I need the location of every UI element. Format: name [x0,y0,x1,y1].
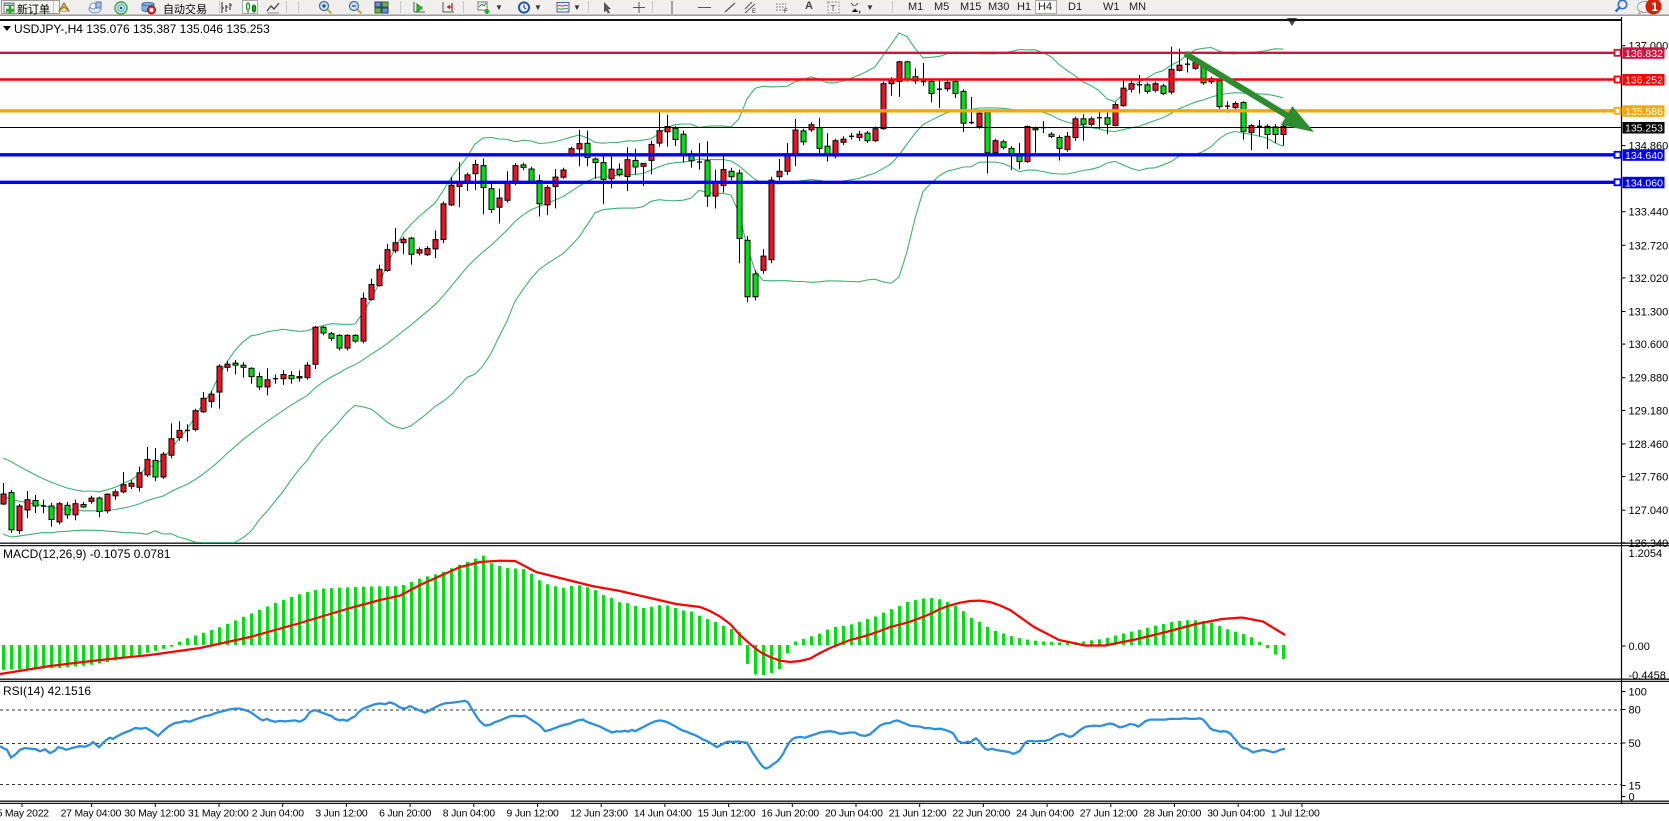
svg-text:132.720: 132.720 [1629,240,1669,252]
svg-text:6 Jun 20:00: 6 Jun 20:00 [379,809,432,820]
svg-text:9 Jun 12:00: 9 Jun 12:00 [507,809,560,820]
svg-text:20 Jun 04:00: 20 Jun 04:00 [825,809,883,820]
svg-text:16 Jun 20:00: 16 Jun 20:00 [761,809,819,820]
svg-text:T: T [831,4,836,13]
svg-text:8 Jun 04:00: 8 Jun 04:00 [443,809,496,820]
svg-text:129.180: 129.180 [1629,405,1669,417]
svg-text:25 May 2022: 25 May 2022 [0,809,49,820]
svg-text:80: 80 [1629,705,1641,717]
svg-text:24 Jun 04:00: 24 Jun 04:00 [1016,809,1074,820]
svg-text:31 May 20:00: 31 May 20:00 [188,809,249,820]
svg-text:100: 100 [1629,687,1647,699]
svg-text:12 Jun 23:00: 12 Jun 23:00 [570,809,628,820]
svg-text:21 Jun 12:00: 21 Jun 12:00 [889,809,947,820]
svg-text:1.2054: 1.2054 [1629,548,1663,560]
svg-text:E: E [752,9,756,15]
svg-text:127.040: 127.040 [1629,505,1669,517]
svg-text:130.600: 130.600 [1629,339,1669,351]
svg-text:133.440: 133.440 [1629,207,1669,219]
svg-text:30 Jun 04:00: 30 Jun 04:00 [1207,809,1265,820]
svg-text:30 May 12:00: 30 May 12:00 [124,809,185,820]
svg-text:1 Jul 12:00: 1 Jul 12:00 [1271,809,1320,820]
svg-text:27 May 04:00: 27 May 04:00 [61,809,122,820]
svg-text:131.300: 131.300 [1629,307,1669,319]
svg-text:135.586: 135.586 [1625,106,1663,118]
svg-text:-0.4458: -0.4458 [1629,670,1666,682]
svg-text:127.760: 127.760 [1629,472,1669,484]
svg-text:135.253: 135.253 [1625,123,1663,135]
svg-text:2 Jun 04:00: 2 Jun 04:00 [252,809,305,820]
svg-text:F: F [784,9,788,15]
svg-text:15: 15 [1629,781,1641,793]
svg-text:132.020: 132.020 [1629,273,1669,285]
svg-text:15 Jun 12:00: 15 Jun 12:00 [698,809,756,820]
svg-text:27 Jun 12:00: 27 Jun 12:00 [1080,809,1138,820]
svg-text:1: 1 [1651,0,1658,14]
svg-text:136.252: 136.252 [1625,75,1663,87]
svg-text:14 Jun 04:00: 14 Jun 04:00 [634,809,692,820]
svg-text:22 Jun 20:00: 22 Jun 20:00 [952,809,1010,820]
svg-text:134.060: 134.060 [1625,177,1663,189]
svg-text:134.640: 134.640 [1625,150,1663,162]
svg-text:3 Jun 12:00: 3 Jun 12:00 [315,809,368,820]
svg-text:0: 0 [1629,792,1635,804]
svg-text:RSI(14) 42.1516: RSI(14) 42.1516 [3,684,91,698]
svg-text:USDJPY-,H4 135.076 135.387 13: USDJPY-,H4 135.076 135.387 135.046 135.2… [14,22,270,36]
svg-text:28 Jun 20:00: 28 Jun 20:00 [1144,809,1202,820]
svg-text:50: 50 [1629,738,1641,750]
svg-text:136.832: 136.832 [1625,48,1663,60]
svg-text:129.880: 129.880 [1629,373,1669,385]
svg-text:MACD(12,26,9) -0.1075 0.0781: MACD(12,26,9) -0.1075 0.0781 [3,547,171,561]
svg-text:126.340: 126.340 [1629,538,1669,550]
svg-text:128.460: 128.460 [1629,439,1669,451]
svg-text:0.00: 0.00 [1629,641,1650,653]
